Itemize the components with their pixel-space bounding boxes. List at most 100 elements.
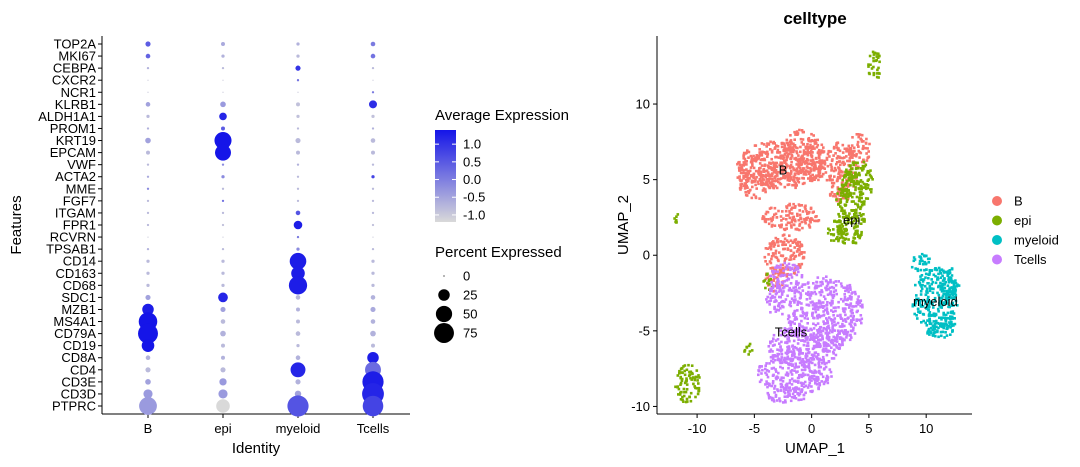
umap-point-tcells <box>792 350 796 353</box>
umap-point-myeloid <box>928 289 932 293</box>
umap-point-b <box>766 184 770 187</box>
umap-point-tcells <box>802 397 806 401</box>
umap-point-tcells <box>800 285 804 288</box>
umap-point-tcells <box>834 280 838 283</box>
umap-point-tcells <box>816 329 819 332</box>
umap-point-tcells <box>802 343 806 347</box>
umap-point-myeloid <box>942 301 945 304</box>
umap-point-epi <box>745 346 749 349</box>
umap-point-myeloid <box>919 293 923 296</box>
umap-point-tcells <box>781 291 784 295</box>
umap-point-myeloid <box>933 300 937 303</box>
umap-point-b <box>795 176 799 180</box>
umap-point-tcells <box>848 294 852 298</box>
umap-point-tcells <box>765 362 768 365</box>
umap-cluster-label-epi: epi <box>843 212 860 227</box>
umap-point-tcells <box>774 339 778 342</box>
umap-point-epi <box>768 283 771 286</box>
umap-point-b <box>782 170 785 173</box>
umap-point-tcells <box>814 345 818 349</box>
umap-point-tcells <box>820 329 823 333</box>
dot-cd68-myeloid <box>288 276 308 295</box>
dot-cd163-b <box>146 271 150 275</box>
umap-point-epi <box>677 387 681 391</box>
umap-point-b <box>837 198 840 201</box>
umap-point-myeloid <box>925 254 928 258</box>
umap-point-tcells <box>849 319 853 322</box>
umap-point-b <box>774 236 778 240</box>
umap-point-epi <box>678 369 681 373</box>
umap-point-tcells <box>844 289 847 293</box>
umap-point-b <box>770 157 773 161</box>
umap-point-tcells <box>784 267 788 271</box>
umap-point-epi <box>838 228 841 232</box>
umap-point-b <box>850 144 854 147</box>
umap-point-tcells <box>807 347 810 351</box>
umap-point-myeloid <box>928 311 932 314</box>
umap-point-tcells <box>826 349 830 353</box>
umap-point-tcells <box>790 383 794 386</box>
umap-point-b <box>759 174 763 178</box>
dot-plot-feature-label-fpr1: FPR1 <box>63 218 96 233</box>
umap-point-epi <box>845 170 849 173</box>
umap-point-tcells <box>796 387 800 391</box>
umap-point-tcells <box>811 338 815 341</box>
umap-point-tcells <box>773 343 776 347</box>
umap-point-tcells <box>809 301 812 304</box>
dot-plot-dots <box>138 41 384 417</box>
umap-point-tcells <box>796 330 799 334</box>
umap-point-tcells <box>836 314 839 317</box>
umap-point-tcells <box>826 318 829 322</box>
dot-cd163-epi <box>221 271 225 275</box>
umap-point-myeloid <box>950 323 953 326</box>
umap-point-epi <box>835 198 838 201</box>
umap-point-b <box>811 147 814 150</box>
umap-point-tcells <box>788 300 792 304</box>
umap-point-b <box>796 171 799 174</box>
umap-point-tcells <box>832 352 835 355</box>
umap-point-tcells <box>861 303 864 307</box>
umap-point-b <box>783 260 786 263</box>
umap-point-tcells <box>782 358 785 362</box>
umap-point-b <box>788 211 792 215</box>
umap-point-tcells <box>838 336 842 339</box>
umap-point-tcells <box>818 383 822 386</box>
umap-point-tcells <box>822 277 825 280</box>
umap-point-tcells <box>787 345 791 348</box>
umap-point-tcells <box>832 335 835 339</box>
umap-point-tcells <box>779 358 783 361</box>
umap-point-epi <box>841 178 844 182</box>
umap-point-tcells <box>798 297 802 300</box>
umap-point-epi <box>690 378 693 381</box>
umap-point-myeloid <box>926 291 929 294</box>
umap-point-tcells <box>782 390 786 393</box>
umap-point-b <box>752 173 756 176</box>
umap-point-b <box>803 251 806 254</box>
umap-point-myeloid <box>941 279 945 282</box>
dot-fgf7-epi <box>221 199 225 203</box>
umap-point-epi <box>681 398 684 402</box>
umap-point-tcells <box>783 300 786 304</box>
umap-point-tcells <box>766 295 769 299</box>
umap-point-tcells <box>851 291 854 294</box>
umap-point-b <box>859 151 863 155</box>
umap-point-tcells <box>834 284 838 287</box>
umap-point-b <box>856 140 860 144</box>
umap-point-epi <box>681 395 684 399</box>
umap-point-b <box>802 167 806 170</box>
umap-point-epi <box>860 218 864 221</box>
umap-point-b <box>865 137 868 141</box>
dot-vwf-myeloid <box>296 163 300 166</box>
umap-point-myeloid <box>933 331 937 334</box>
umap-point-b <box>868 142 871 146</box>
umap-point-tcells <box>811 376 814 380</box>
umap-point-myeloid <box>926 319 929 322</box>
umap-point-tcells <box>850 308 854 312</box>
dot-prom1-tcells <box>371 127 375 130</box>
umap-point-myeloid <box>939 276 943 279</box>
umap-point-epi <box>685 377 688 380</box>
umap-point-b <box>834 152 837 155</box>
umap-point-myeloid <box>927 329 930 333</box>
